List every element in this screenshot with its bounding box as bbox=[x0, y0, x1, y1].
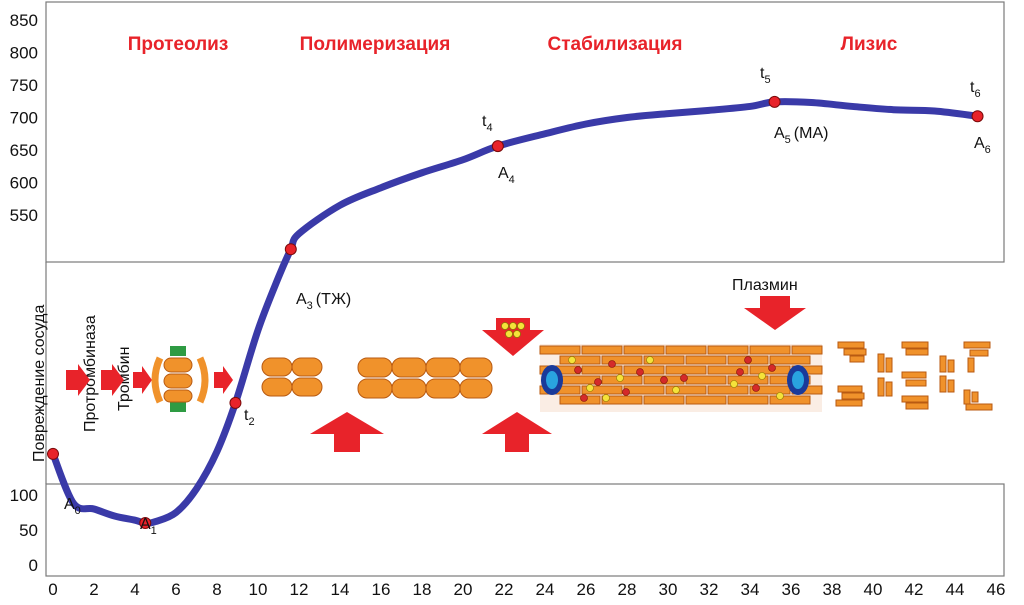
x-tick-label: 0 bbox=[48, 580, 57, 599]
lysis-fragments bbox=[835, 341, 993, 411]
fibrin-unit bbox=[163, 373, 193, 389]
fibrinopeptide-top bbox=[170, 346, 186, 356]
thrombin-label: Тромбин bbox=[116, 347, 133, 411]
x-tick-label: 4 bbox=[130, 580, 139, 599]
arrow-right-1 bbox=[66, 364, 90, 396]
bracket-right bbox=[196, 356, 209, 404]
label-t6: t6 bbox=[970, 79, 981, 100]
x-tick-label: 10 bbox=[249, 580, 268, 599]
label-a4: A4 bbox=[498, 165, 515, 186]
key-point-a4 bbox=[491, 140, 504, 153]
arrow-right-3 bbox=[133, 366, 152, 394]
y-tick-label: 0 bbox=[29, 556, 38, 575]
label-t4: t4 bbox=[482, 113, 493, 134]
x-tick-label: 6 bbox=[171, 580, 180, 599]
x-tick-label: 30 bbox=[659, 580, 678, 599]
factor-xiii-arrow bbox=[482, 318, 544, 356]
series-line bbox=[49, 98, 982, 527]
x-tick-label: 16 bbox=[372, 580, 391, 599]
y-tick-label: 700 bbox=[10, 109, 38, 128]
fibrin-monomer-unit bbox=[291, 357, 323, 377]
x-tick-label: 44 bbox=[946, 580, 965, 599]
fibrinopeptide-bottom bbox=[170, 402, 186, 412]
phase-proteolysis: Протеолиз bbox=[128, 34, 229, 55]
phase-polymerization: Полимеризация bbox=[300, 34, 451, 55]
y-tick-label: 50 bbox=[19, 521, 38, 540]
arrow-right-2 bbox=[101, 364, 124, 396]
fibrin-monomer-unit bbox=[261, 377, 293, 397]
label-a5: A5 (МА) bbox=[774, 125, 828, 146]
arrow-up-1 bbox=[310, 412, 384, 452]
x-tick-label: 32 bbox=[700, 580, 719, 599]
label-a6: A6 bbox=[974, 135, 991, 156]
fibrin-monomer-unit bbox=[291, 377, 323, 397]
phase-lysis: Лизис bbox=[841, 34, 898, 55]
arrow-right-4 bbox=[214, 366, 233, 394]
x-tick-label: 8 bbox=[212, 580, 221, 599]
arrow-up-2 bbox=[482, 412, 552, 452]
y-tick-label: 800 bbox=[10, 44, 38, 63]
x-tick-label: 40 bbox=[864, 580, 883, 599]
fibrin-unit bbox=[163, 389, 193, 403]
x-tick-label: 38 bbox=[823, 580, 842, 599]
key-point-a1 bbox=[139, 517, 152, 529]
key-point-a0 bbox=[47, 447, 59, 460]
fibrin-unit bbox=[163, 357, 193, 373]
fibrin-monomer-unit bbox=[261, 357, 293, 377]
x-tick-label: 28 bbox=[618, 580, 637, 599]
x-tick-label: 20 bbox=[454, 580, 473, 599]
x-tick-label: 42 bbox=[905, 580, 924, 599]
y-tick-label: 850 bbox=[10, 11, 38, 30]
x-tick-label: 2 bbox=[89, 580, 98, 599]
x-tick-label: 12 bbox=[290, 580, 309, 599]
x-tick-label: 34 bbox=[741, 580, 760, 599]
label-t2: t2 bbox=[244, 407, 255, 428]
fibrin-polymer bbox=[357, 357, 493, 399]
label-a3: A3 (ТЖ) bbox=[296, 291, 351, 312]
key-point-t2 bbox=[229, 396, 242, 409]
lower-plot-frame bbox=[45, 483, 1005, 577]
x-tick-label: 22 bbox=[495, 580, 514, 599]
stabilized-clot bbox=[539, 344, 823, 412]
y-tick-label: 100 bbox=[10, 486, 38, 505]
y-tick-label: 550 bbox=[10, 206, 38, 225]
key-point-a3 bbox=[284, 243, 297, 256]
y-tick-label: 650 bbox=[10, 141, 38, 160]
prothrombinase-label: Протромбиназа bbox=[82, 315, 99, 432]
x-tick-label: 14 bbox=[331, 580, 350, 599]
y-tick-label: 600 bbox=[10, 174, 38, 193]
label-a0: A0 bbox=[64, 496, 81, 517]
phase-stabilization: Стабилизация bbox=[548, 34, 683, 55]
key-point-a5 bbox=[768, 95, 781, 108]
key-point-a6 bbox=[971, 110, 984, 123]
y-tick-label: 750 bbox=[10, 76, 38, 95]
upper-plot-frame bbox=[45, 1, 1005, 263]
label-a1: A1 bbox=[140, 516, 157, 537]
x-tick-label: 24 bbox=[536, 580, 555, 599]
x-tick-label: 36 bbox=[782, 580, 801, 599]
x-tick-label: 26 bbox=[577, 580, 596, 599]
x-tick-label: 46 bbox=[987, 580, 1006, 599]
plasmin-arrow bbox=[744, 296, 806, 330]
label-t5: t5 bbox=[760, 65, 771, 86]
x-tick-label: 18 bbox=[413, 580, 432, 599]
label-plasmin: Плазмин bbox=[732, 277, 798, 294]
bracket-left bbox=[151, 356, 164, 404]
vessel-damage-label: Повреждение сосуда bbox=[31, 305, 48, 462]
illustrations bbox=[66, 296, 993, 452]
